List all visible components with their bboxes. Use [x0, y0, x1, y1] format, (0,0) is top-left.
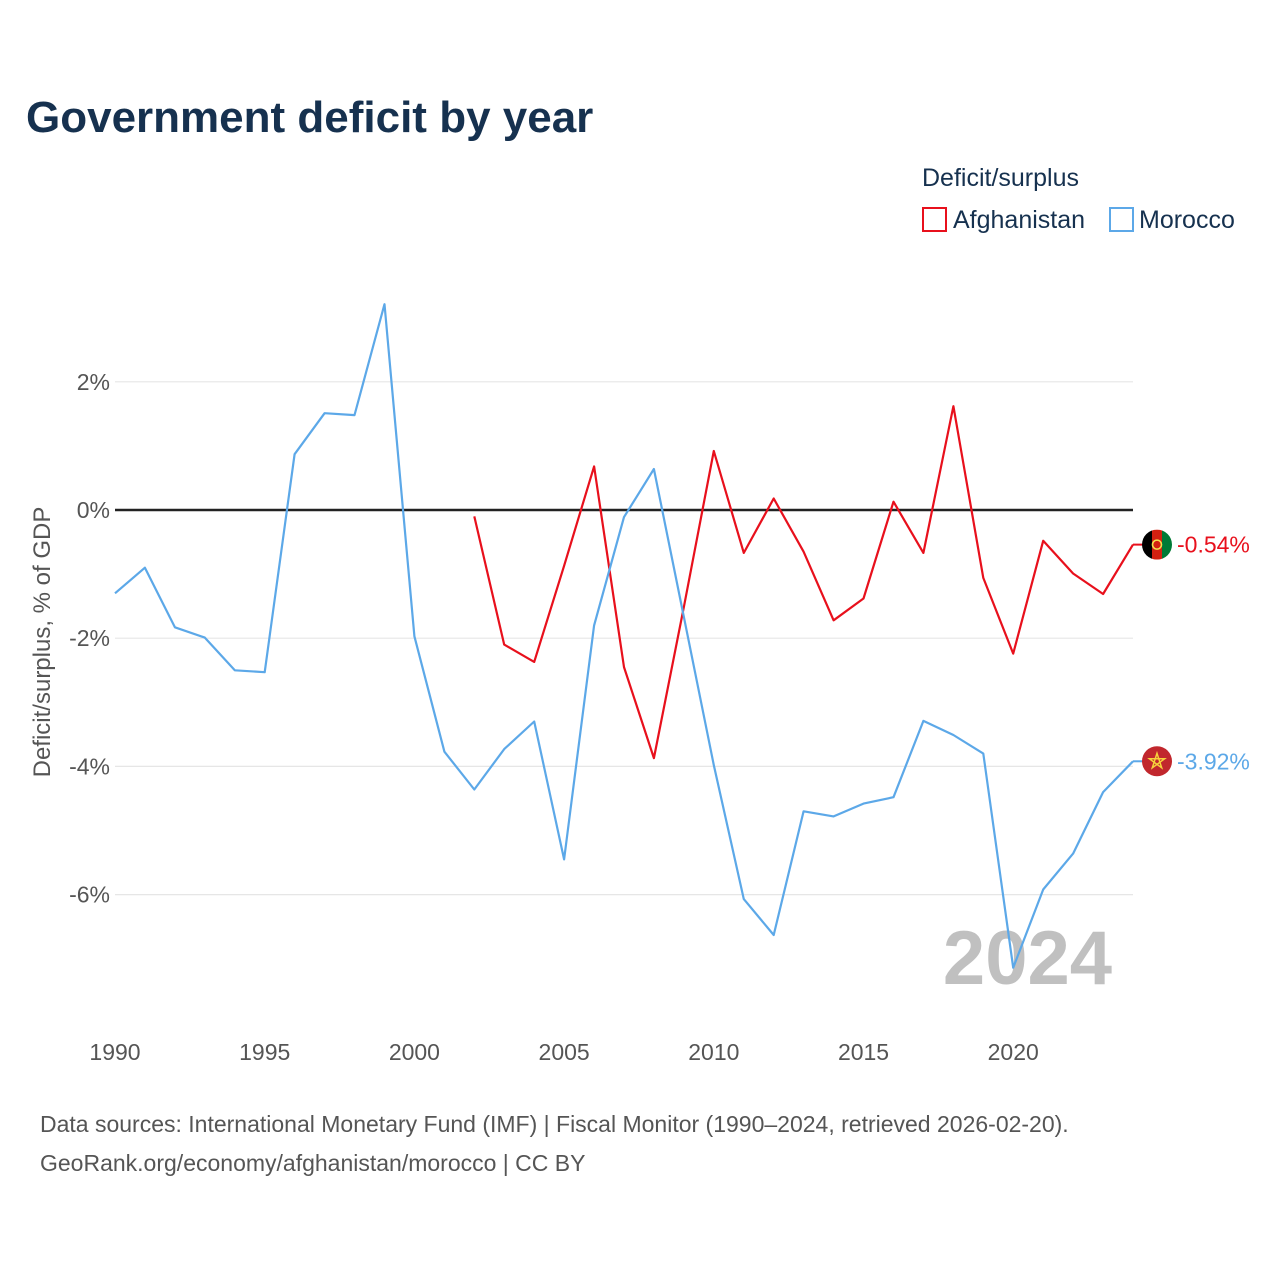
y-axis-label: Deficit/surplus, % of GDP	[29, 507, 56, 778]
end-value-label-afghanistan: -0.54%	[1177, 532, 1250, 558]
footer-source: Data sources: International Monetary Fun…	[40, 1111, 1069, 1137]
legend-title: Deficit/surplus	[922, 164, 1079, 192]
footer-credit: GeoRank.org/economy/afghanistan/morocco …	[40, 1150, 585, 1176]
y-tick-label: -4%	[69, 753, 110, 779]
series-line-afghanistan	[473, 405, 1134, 760]
series-lines	[114, 303, 1134, 969]
y-tick-label: 0%	[77, 497, 110, 523]
series-line-morocco	[114, 303, 1134, 969]
x-tick-label: 1990	[89, 1039, 140, 1065]
x-tick-label: 2015	[838, 1039, 889, 1065]
legend-label-morocco[interactable]: Morocco	[1139, 206, 1235, 234]
legend: Afghanistan Morocco	[922, 206, 1235, 234]
legend-label-afghanistan[interactable]: Afghanistan	[953, 206, 1085, 234]
chart-title: Government deficit by year	[26, 93, 593, 142]
end-value-label-morocco: -3.92%	[1177, 748, 1250, 774]
x-tick-label: 2020	[988, 1039, 1039, 1065]
afghanistan-flag-icon	[1142, 529, 1172, 560]
x-axis-ticks: 1990 1995 2000 2005 2010 2015 2020	[89, 1039, 1038, 1065]
y-tick-label: 2%	[77, 369, 110, 395]
x-tick-label: 2005	[539, 1039, 590, 1065]
grid-lines	[115, 381, 1133, 896]
legend-swatch-afghanistan[interactable]	[922, 207, 947, 232]
y-tick-label: -2%	[69, 625, 110, 651]
legend-swatch-morocco[interactable]	[1109, 207, 1134, 232]
series-end-markers: -0.54% -3.92%	[1133, 529, 1250, 777]
y-axis-ticks: 2% 0% -2% -4% -6%	[69, 369, 110, 908]
morocco-flag-icon	[1142, 746, 1172, 777]
x-tick-label: 2010	[688, 1039, 739, 1065]
x-tick-label: 1995	[239, 1039, 290, 1065]
x-tick-label: 2000	[389, 1039, 440, 1065]
y-tick-label: -6%	[69, 882, 110, 908]
